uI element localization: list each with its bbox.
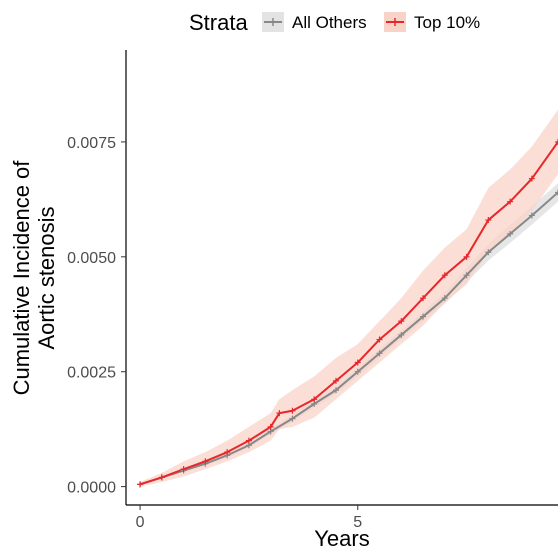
censor-mark-0	[485, 249, 492, 256]
censor-mark-0	[555, 189, 558, 196]
censor-mark-1	[137, 481, 144, 488]
censor-mark-1	[398, 318, 405, 325]
y-tick-label: 0.0075	[67, 135, 116, 152]
censor-mark-0	[332, 387, 339, 394]
censor-mark-1	[180, 466, 187, 473]
censor-mark-1	[354, 359, 361, 366]
censor-mark-1	[289, 407, 296, 414]
x-tick-label: 5	[353, 514, 362, 531]
censor-mark-1	[528, 175, 535, 182]
censor-mark-1	[332, 377, 339, 384]
y-axis-title-line-1: Cumulative Incidence of	[9, 160, 34, 396]
legend: Strata All Others Top 10%	[189, 10, 480, 35]
censor-mark-1	[276, 410, 283, 417]
censor-mark-1	[267, 423, 274, 430]
legend-item-1: Top 10%	[384, 12, 480, 32]
legend-label: Top 10%	[414, 13, 480, 32]
plot-area	[137, 109, 558, 488]
censor-mark-0	[463, 272, 470, 279]
censor-mark-1	[311, 396, 318, 403]
censor-mark-0	[354, 368, 361, 375]
censor-mark-0	[398, 331, 405, 338]
censor-mark-0	[441, 295, 448, 302]
y-tick-label: 0.0000	[67, 480, 116, 497]
legend-title: Strata	[189, 10, 248, 35]
censor-mark-1	[441, 272, 448, 279]
censor-mark-0	[420, 313, 427, 320]
censor-mark-1	[463, 253, 470, 260]
censor-mark-0	[507, 230, 514, 237]
censor-mark-0	[289, 415, 296, 422]
censor-mark-1	[485, 217, 492, 224]
censor-mark-1	[202, 458, 209, 465]
censor-mark-1	[224, 449, 231, 456]
y-tick-label: 0.0050	[67, 250, 116, 267]
censor-mark-0	[376, 350, 383, 357]
censor-mark-1	[158, 474, 165, 481]
censor-mark-1	[507, 198, 514, 205]
y-tick-label: 0.0025	[67, 365, 116, 382]
censor-mark-1	[420, 295, 427, 302]
legend-item-0: All Others	[262, 12, 367, 32]
legend-label: All Others	[292, 13, 367, 32]
y-axis-title-line-2: Aortic stenosis	[34, 206, 59, 349]
x-axis-title: Years	[314, 526, 369, 550]
censor-mark-1	[245, 437, 252, 444]
series-line-0	[139, 191, 558, 486]
y-axis-title: Cumulative Incidence of Aortic stenosis	[9, 160, 59, 396]
censor-mark-0	[528, 212, 535, 219]
censor-mark-1	[376, 336, 383, 343]
x-tick-label: 0	[136, 514, 145, 531]
censor-mark-1	[555, 138, 558, 145]
